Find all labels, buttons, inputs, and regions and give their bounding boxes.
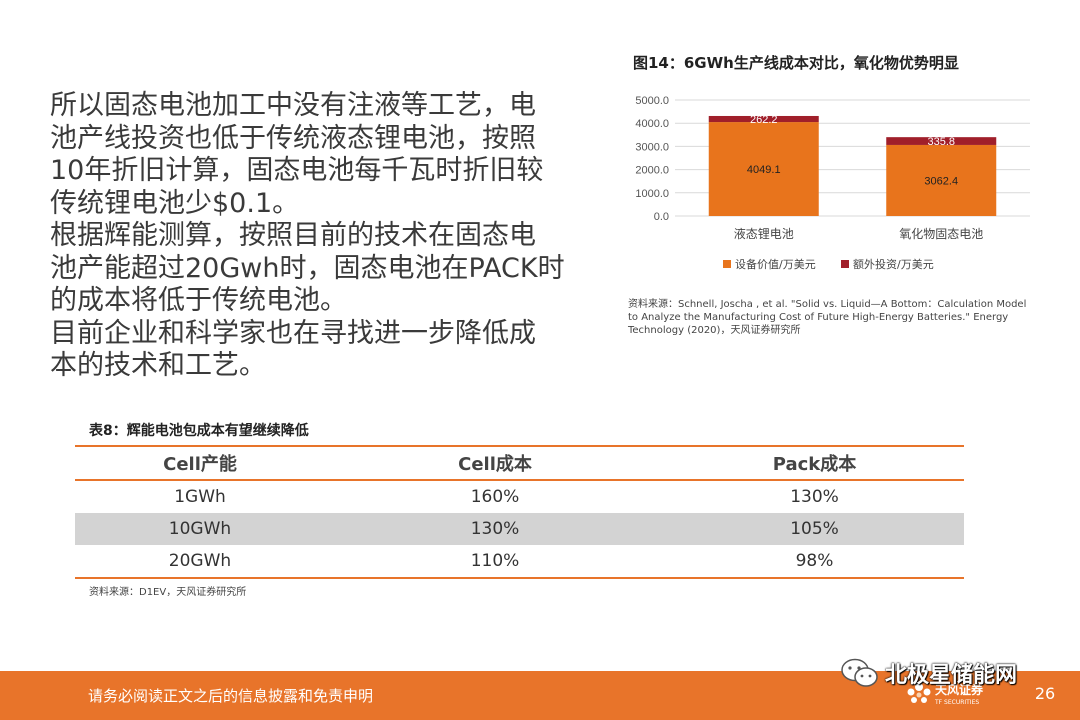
legend-swatch [841,260,849,268]
logo-subtitle: TF SECURITIES [935,699,980,706]
table-row: 1GWh 160% 130% [75,481,964,513]
column-header-cell-capacity: Cell产能 [163,454,237,475]
x-tick-label: 氧化物固态电池 [899,227,983,241]
page-number: 26 [1034,684,1056,703]
stacked-bar-chart: 0.0 1000.0 2000.0 3000.0 4000.0 5000.0 4049.1 2… [635,95,1030,271]
bar-segment [886,144,997,216]
column-header-cell-cost: Cell成本 [458,454,532,475]
body-line: 传统锂电池少$0.1。 [50,187,300,219]
figure-source: 资料来源：Schnell, Joscha , et al. "Solid vs.… [628,298,1038,337]
body-line: 池产能超过20Gwh时，固态电池在PACK时 [50,252,565,284]
table-row: 20GWh 110% 98% [75,545,964,577]
y-tick-label: 3000.0 [635,141,669,153]
body-line: 所以固态电池加工中没有注液等工艺，电 [50,90,536,121]
footer-bar: 请务必阅读正文之后的信息披露和免责申明 天风证券 TF SECURITIES 2… [0,671,1080,720]
table-title: 表8：辉能电池包成本有望继续降低 [89,423,309,439]
bar-segment [708,122,819,216]
legend-label: 额外投资/万美元 [853,257,934,271]
disclaimer-link[interactable]: 请务必阅读正文之后的信息披露和免责申明 [88,687,374,705]
table-cell: 98% [795,551,834,571]
table-header-row: Cell产能 Cell成本 Pack成本 [75,447,964,481]
table-cell: 1GWh [174,487,226,507]
body-line: 池产线投资也低于传统液态锂电池，按照 [50,122,536,154]
body-line: 的成本将低于传统电池。 [50,285,347,316]
body-line: 目前企业和科学家也在寻找进一步降低成 [50,317,536,349]
data-label: 335.8 [927,136,955,148]
figure-source-line: Technology (2020)，天风证券研究所 [628,325,801,336]
x-tick-label: 液态锂电池 [734,226,794,241]
watermark-text: 北极星储能网 [885,663,1018,688]
body-paragraph: 所以固态电池加工中没有注液等工艺，电 池产线投资也低于传统液态锂电池，按照 10… [50,90,590,383]
watermark: 北极星储能网 [838,655,1078,695]
data-label: 3062.4 [924,175,958,187]
figure-source-line: 资料来源：Schnell, Joscha , et al. "Solid vs.… [628,299,1027,310]
cost-table: Cell产能 Cell成本 Pack成本 1GWh 160% 130% 10GW… [75,445,964,579]
y-tick-label: 5000.0 [635,95,669,107]
table-cell: 160% [470,487,520,507]
figure-source-line: to Analyze the Manufacturing Cost of Fut… [628,312,1009,323]
body-line: 本的技术和工艺。 [50,350,266,381]
figure-title: 图14：6GWh生产线成本对比，氧化物优势明显 [633,54,959,72]
flower-logo-icon [907,683,931,703]
y-tick-label: 2000.0 [635,165,669,177]
company-logo: 天风证券 TF SECURITIES [905,671,1005,720]
body-line: 10年折旧计算，固态电池每千瓦时折旧较 [50,155,544,186]
table-row: 10GWh 130% 105% [75,513,964,545]
table-cell: 105% [790,519,839,539]
table-cell: 110% [470,551,520,571]
logo-name: 天风证券 [935,683,984,697]
bar-segment [708,115,819,123]
table-cell: 130% [470,519,520,539]
table-bottom-rule [75,577,964,579]
table-source: 资料来源：D1EV，天风证券研究所 [89,587,247,598]
table-top-rule [75,445,964,447]
legend-label: 设备价值/万美元 [735,257,816,271]
y-tick-label: 4000.0 [635,118,669,130]
column-header-pack-cost: Pack成本 [772,454,857,475]
table-cell: 20GWh [168,551,232,571]
wechat-icon [841,658,878,687]
legend-swatch [723,260,731,268]
data-label: 262.2 [750,114,778,126]
table-cell: 130% [790,487,839,507]
body-line: 根据辉能测算，按照目前的技术在固态电 [50,220,536,251]
y-tick-label: 1000.0 [635,188,669,200]
y-tick-label: 0.0 [654,211,669,223]
bar-segment [886,137,997,145]
table-cell: 10GWh [168,519,232,539]
data-label: 4049.1 [747,164,781,176]
